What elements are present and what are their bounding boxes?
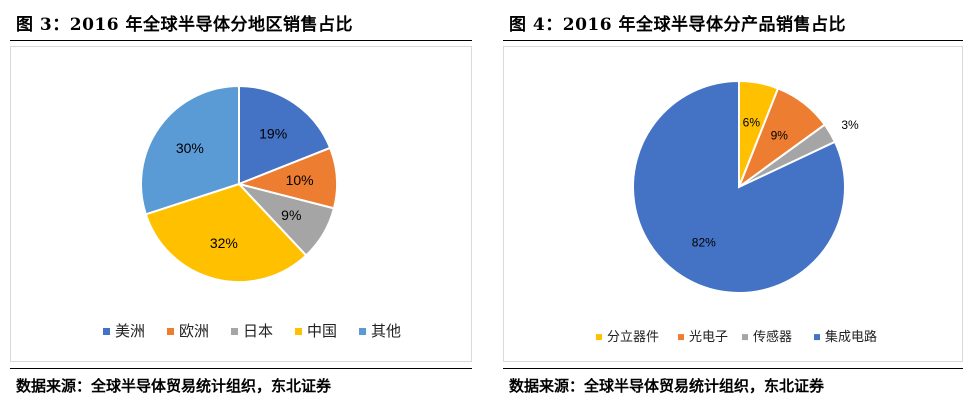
figure-4-chart-area: 6% 9% 3% 82% 分立器件 光电子 传感器 集成电路: [503, 46, 963, 362]
pie-slice-其他: [140, 84, 240, 216]
legend-swatch: [596, 334, 602, 341]
legend-label: 光电子: [689, 330, 728, 345]
figure-3-bottom-rule: [10, 368, 472, 369]
legend-item-美洲: 美洲: [103, 322, 145, 340]
legend-label: 传感器: [753, 329, 792, 345]
data-label-光电子: 9%: [771, 128, 789, 142]
legend-swatch: [814, 334, 820, 341]
data-label-欧洲: 10%: [286, 172, 314, 188]
data-label-其他: 30%: [176, 140, 204, 156]
figure-3-pie-chart: 19% 10% 9% 32% 30% 美洲 欧洲 日本 中国 其他: [103, 84, 401, 340]
legend: 美洲 欧洲 日本 中国 其他: [103, 322, 401, 340]
legend-label: 分立器件: [607, 330, 659, 345]
legend-label: 其他: [371, 322, 401, 340]
pie-labels: 19% 10% 9% 32% 30%: [176, 126, 314, 251]
legend-swatch: [678, 334, 684, 341]
pie-slice-中国: [144, 182, 308, 283]
legend-label: 美洲: [115, 322, 145, 340]
legend-item-中国: 中国: [295, 322, 337, 340]
figure-3-panel: 图 3：2016 年全球半导体分地区销售占比 19% 10% 9% 32% 30% 美洲 欧…: [0, 0, 482, 412]
legend-item-分立器件: 分立器件: [596, 330, 659, 345]
legend-item-传感器: 传感器: [742, 329, 792, 345]
legend-swatch: [167, 328, 174, 335]
data-label-分立器件: 6%: [743, 116, 761, 130]
figure-4-title: 图 4：2016 年全球半导体分产品销售占比: [509, 15, 846, 35]
figure-3-top-rule: [10, 40, 472, 41]
pie-slice-美洲: [238, 84, 332, 186]
figure-3-chart-area: 19% 10% 9% 32% 30% 美洲 欧洲 日本 中国 其他: [10, 46, 472, 362]
legend-label: 欧洲: [179, 322, 209, 340]
figure-4-source: 数据来源：全球半导体贸易统计组织，东北证券: [509, 377, 825, 395]
legend-swatch: [103, 328, 110, 335]
data-label-美洲: 19%: [259, 126, 287, 142]
legend-swatch: [295, 328, 302, 335]
data-label-中国: 32%: [210, 235, 238, 251]
figure-3-title: 图 3：2016 年全球半导体分地区销售占比: [16, 15, 353, 35]
data-label-集成电路: 82%: [692, 236, 716, 250]
figure-4-pie-chart: 6% 9% 3% 82% 分立器件 光电子 传感器 集成电路: [596, 79, 877, 345]
legend-item-光电子: 光电子: [678, 330, 728, 345]
figure-3-source: 数据来源：全球半导体贸易统计组织，东北证券: [16, 377, 332, 395]
data-label-日本: 9%: [281, 207, 301, 223]
legend-label: 日本: [243, 322, 273, 340]
legend-label: 中国: [307, 322, 337, 340]
legend-swatch: [359, 328, 366, 335]
legend: 分立器件 光电子 传感器 集成电路: [596, 329, 877, 345]
pie-slice-集成电路: [632, 79, 846, 294]
figure-4-panel: 图 4：2016 年全球半导体分产品销售占比 6% 9% 3% 82% 分立器件 光电子 传…: [493, 0, 973, 412]
legend-item-集成电路: 集成电路: [814, 329, 877, 345]
legend-item-欧洲: 欧洲: [167, 322, 209, 340]
legend-label: 集成电路: [825, 329, 877, 345]
pie-labels: 6% 9% 3% 82%: [692, 116, 859, 250]
figure-4-bottom-rule: [503, 368, 963, 369]
pie-slices: [632, 79, 846, 294]
legend-swatch: [742, 334, 748, 341]
data-label-传感器: 3%: [841, 118, 859, 132]
legend-item-日本: 日本: [231, 322, 273, 340]
pie-slices: [140, 84, 338, 283]
legend-swatch: [231, 328, 238, 335]
figure-4-top-rule: [503, 40, 963, 41]
legend-item-其他: 其他: [359, 322, 401, 340]
